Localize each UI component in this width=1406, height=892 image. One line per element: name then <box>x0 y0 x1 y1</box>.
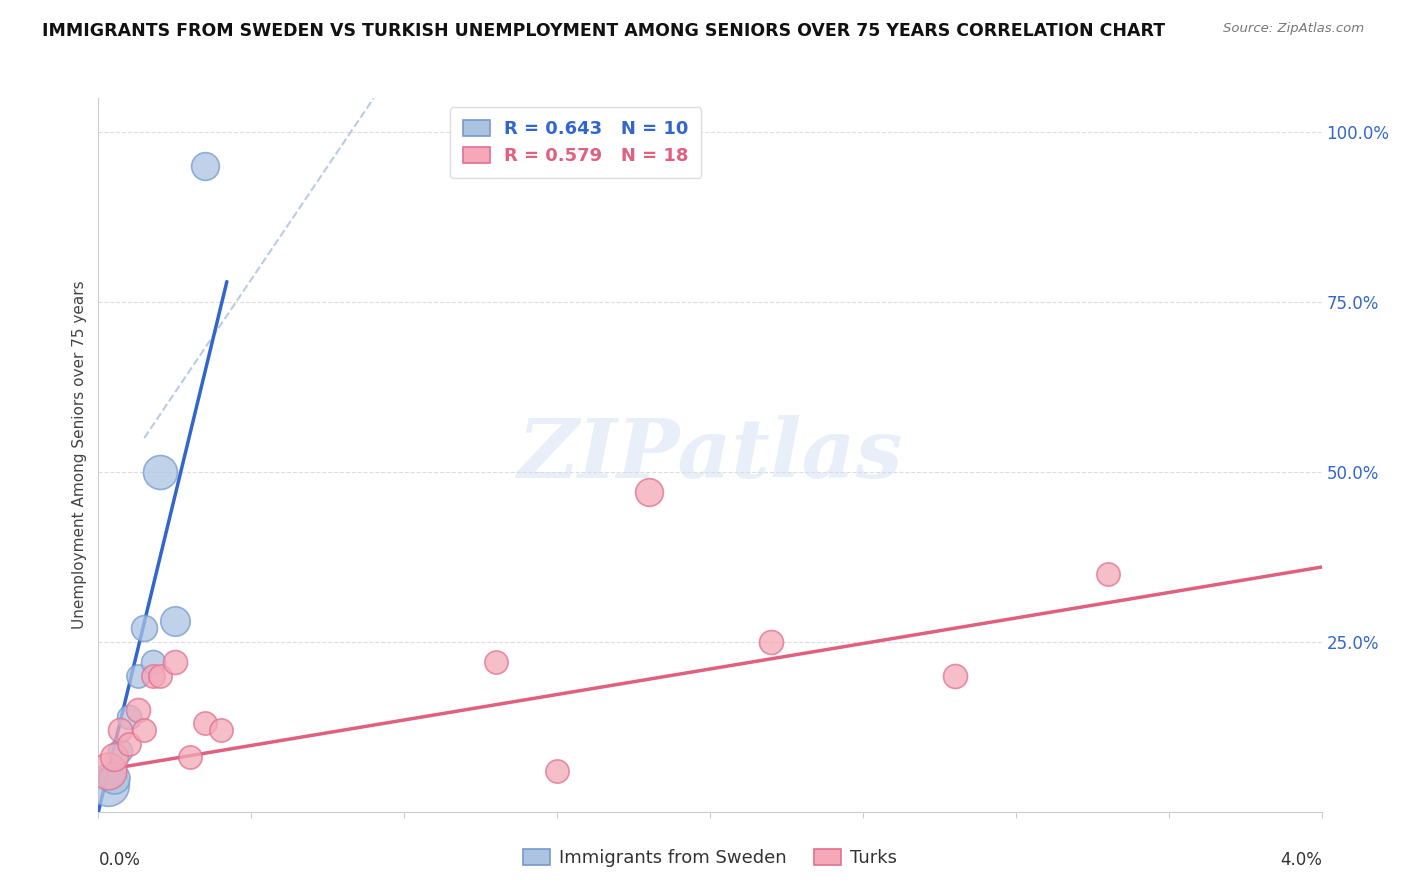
Point <box>142 669 165 683</box>
Point <box>149 669 172 683</box>
Y-axis label: Unemployment Among Seniors over 75 years: Unemployment Among Seniors over 75 years <box>72 281 87 629</box>
Point <box>127 669 149 683</box>
Point <box>97 778 120 792</box>
Point <box>209 723 232 738</box>
Point <box>134 723 156 738</box>
Text: 0.0%: 0.0% <box>98 851 141 869</box>
Point <box>108 743 131 757</box>
Point <box>163 655 186 669</box>
Point <box>194 716 217 731</box>
Point <box>142 655 165 669</box>
Point <box>127 703 149 717</box>
Point <box>637 485 661 500</box>
Point <box>103 771 125 785</box>
Point <box>118 709 141 723</box>
Point <box>108 723 131 738</box>
Text: Source: ZipAtlas.com: Source: ZipAtlas.com <box>1223 22 1364 36</box>
Point <box>163 615 186 629</box>
Point <box>97 764 120 778</box>
Point <box>103 750 125 764</box>
Legend: Immigrants from Sweden, Turks: Immigrants from Sweden, Turks <box>516 841 904 874</box>
Point <box>118 737 141 751</box>
Point <box>1097 566 1119 581</box>
Point <box>134 621 156 635</box>
Point <box>149 465 172 479</box>
Text: ZIPatlas: ZIPatlas <box>517 415 903 495</box>
Text: 4.0%: 4.0% <box>1279 851 1322 869</box>
Point <box>943 669 966 683</box>
Point <box>194 159 217 173</box>
Point <box>179 750 201 764</box>
Point <box>485 655 508 669</box>
Point <box>759 635 782 649</box>
Point <box>546 764 568 778</box>
Text: IMMIGRANTS FROM SWEDEN VS TURKISH UNEMPLOYMENT AMONG SENIORS OVER 75 YEARS CORRE: IMMIGRANTS FROM SWEDEN VS TURKISH UNEMPL… <box>42 22 1166 40</box>
